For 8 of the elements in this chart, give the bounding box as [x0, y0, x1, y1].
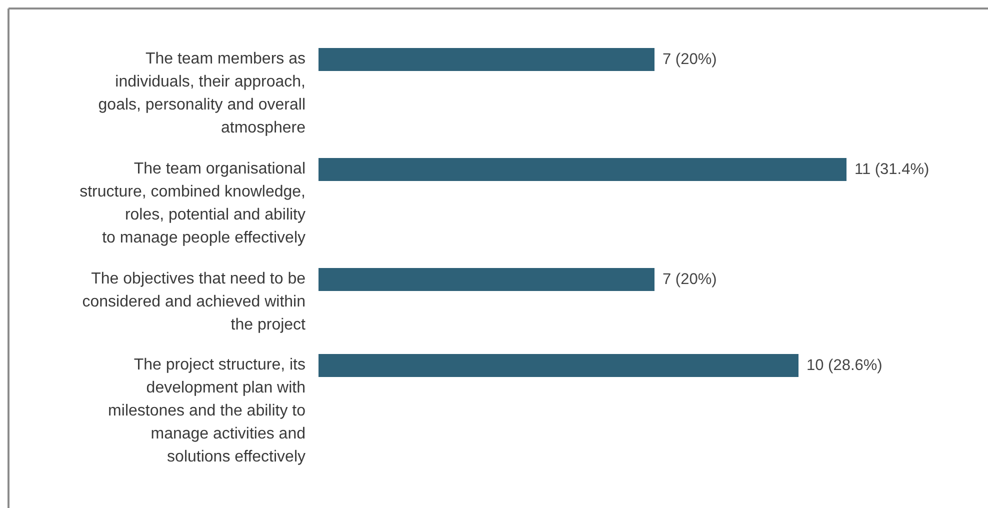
data-label: 11 (31.4%)	[854, 161, 930, 178]
y-tick-label: The project structure, its development plan with milestones and the ability to manage activities and solutions effectively	[108, 356, 306, 466]
data-label: 10 (28.6%)	[806, 357, 882, 374]
data-label: 7 (20%)	[662, 51, 717, 68]
data-label: 7 (20%)	[662, 271, 717, 288]
y-tick-label: The team organisational structure, combined knowledge, roles, potential and ability to manage people effectively	[80, 160, 306, 246]
y-tick-label: The objectives that need to be considered and achieved within the project	[82, 270, 306, 334]
y-tick-label: The team members as individuals, their approach, goals, personality and overall atmosphere	[98, 50, 306, 136]
